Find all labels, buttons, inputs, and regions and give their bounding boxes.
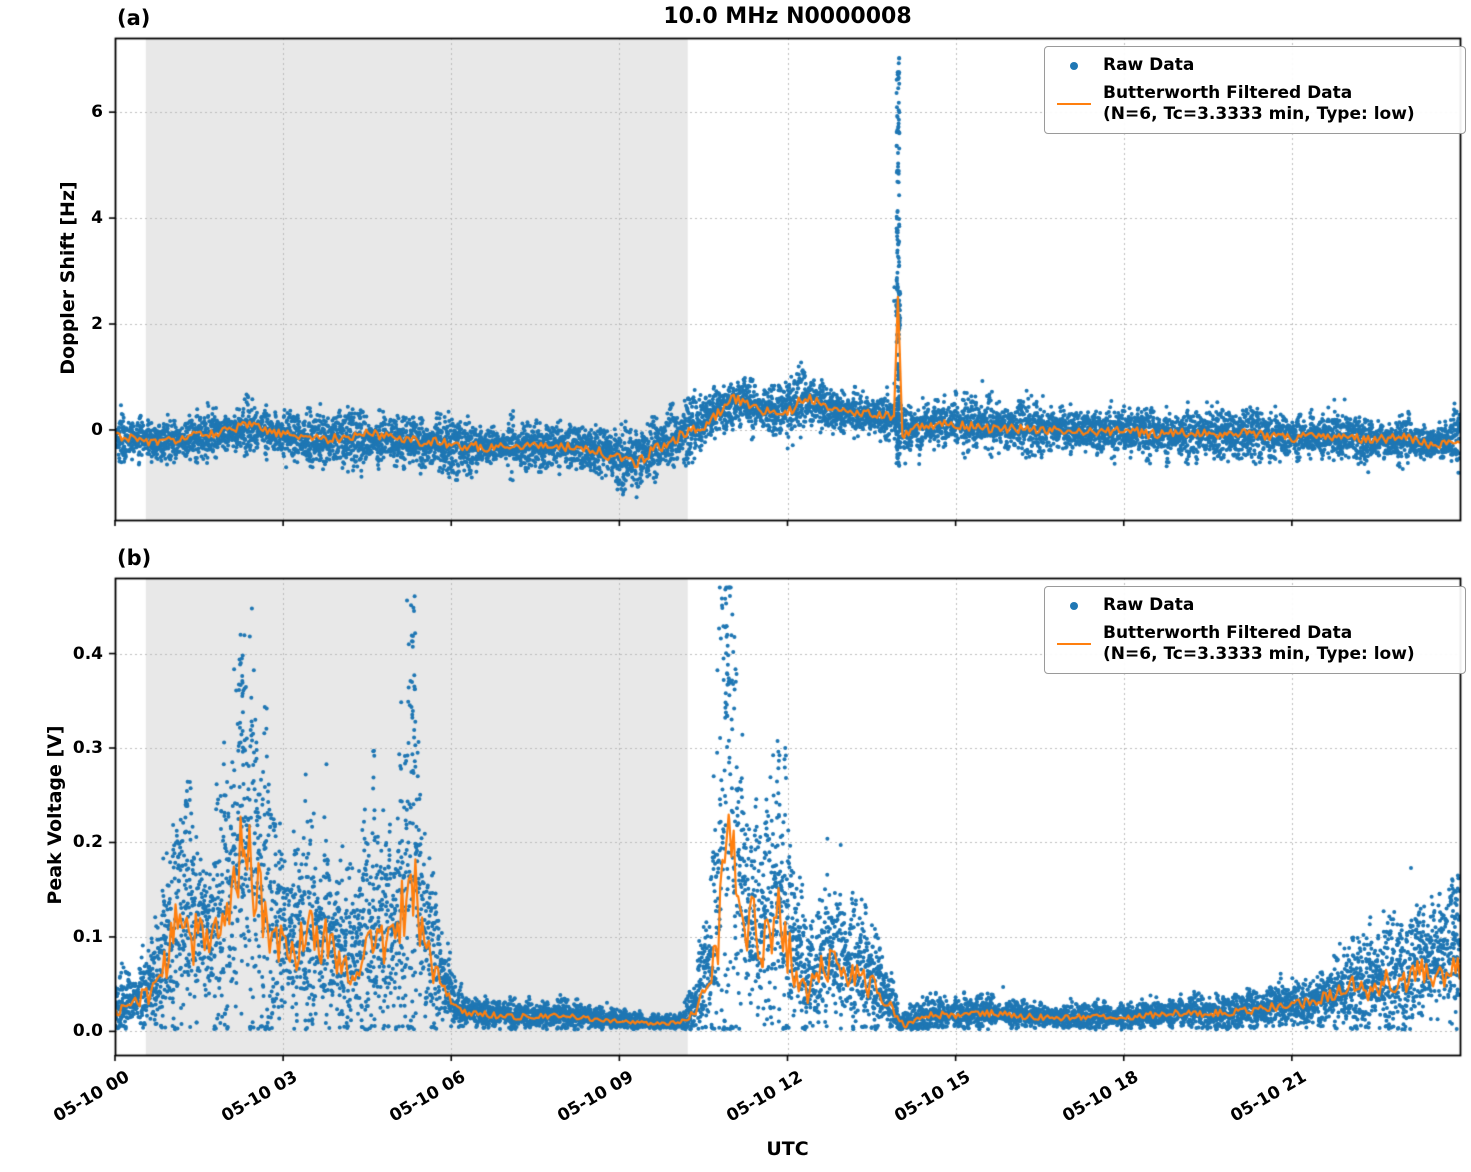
- legend-item-filtered: Butterworth Filtered Data (N=6, Tc=3.3333…: [1055, 623, 1455, 665]
- y-tick-label: 0.2: [72, 832, 103, 853]
- y-tick-label: 0.0: [72, 1021, 103, 1042]
- y-tick-label: 0: [91, 419, 103, 440]
- y-tick-label: 0.4: [72, 643, 103, 664]
- y-axis-label-b: Peak Voltage [V]: [44, 725, 66, 905]
- figure-title: 10.0 MHz N0000008: [663, 4, 912, 29]
- legend-filtered-label: Butterworth Filtered Data (N=6, Tc=3.3333…: [1103, 623, 1415, 665]
- filtered-line-icon: [1057, 103, 1091, 105]
- raw-dot-icon: [1070, 601, 1078, 610]
- raw-data-marker-icon: [1055, 601, 1093, 610]
- legend-raw-label: Raw Data: [1103, 595, 1195, 615]
- y-tick-label: 0.1: [72, 926, 103, 947]
- y-tick-label: 0.3: [72, 738, 103, 759]
- legend-item-raw: Raw Data: [1055, 595, 1455, 616]
- y-tick-label: 6: [91, 102, 103, 123]
- legend-filtered-line1: Butterworth Filtered Data: [1103, 623, 1353, 643]
- y-tick-label: 4: [91, 208, 103, 229]
- panel-a-label: (a): [117, 6, 151, 30]
- x-axis-label: UTC: [766, 1138, 809, 1160]
- legend-filtered-label: Butterworth Filtered Data (N=6, Tc=3.3333…: [1103, 83, 1415, 125]
- panel-b-label: (b): [117, 546, 152, 570]
- raw-dot-icon: [1070, 61, 1078, 70]
- filtered-line-marker-icon: [1055, 643, 1093, 645]
- legend-filtered-line2: (N=6, Tc=3.3333 min, Type: low): [1103, 104, 1415, 124]
- legend-raw-label: Raw Data: [1103, 55, 1195, 75]
- y-tick-label: 2: [91, 314, 103, 335]
- legend-panel-b: Raw Data Butterworth Filtered Data (N=6, …: [1044, 586, 1466, 674]
- filtered-line-icon: [1057, 643, 1091, 645]
- raw-data-marker-icon: [1055, 61, 1093, 70]
- legend-filtered-line1: Butterworth Filtered Data: [1103, 83, 1353, 103]
- filtered-line-marker-icon: [1055, 103, 1093, 105]
- legend-item-filtered: Butterworth Filtered Data (N=6, Tc=3.3333…: [1055, 83, 1455, 125]
- legend-item-raw: Raw Data: [1055, 55, 1455, 76]
- legend-panel-a: Raw Data Butterworth Filtered Data (N=6, …: [1044, 46, 1466, 134]
- legend-filtered-line2: (N=6, Tc=3.3333 min, Type: low): [1103, 644, 1415, 664]
